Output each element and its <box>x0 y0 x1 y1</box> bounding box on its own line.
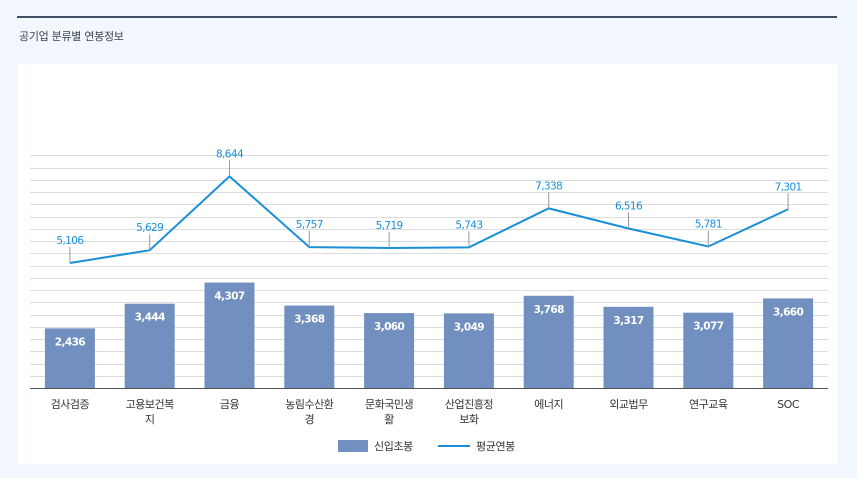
legend: 신입초봉 평균연봉 <box>338 440 516 453</box>
x-tick-label-line: SOC <box>777 398 800 411</box>
salary-chart: 2,436 3,444 4,307 3,368 3,060 3,049 3,768 3,317… <box>30 148 828 453</box>
section-title: 공기업 분류별 연봉정보 <box>19 30 124 43</box>
bar-value-label: 3,060 <box>374 321 405 333</box>
bar <box>523 295 574 388</box>
x-tick-label: 검사검증 <box>51 398 90 411</box>
x-tick-label-line: 에너지 <box>534 398 563 411</box>
bar <box>284 305 335 388</box>
x-tick-label-line: 보화 <box>459 413 479 426</box>
bar <box>44 328 95 388</box>
x-tick-label-line: 활 <box>384 412 394 426</box>
x-tick-label-line: 산업진흥정 <box>445 397 493 411</box>
line-value-label: 5,757 <box>296 219 323 231</box>
x-tick-label: 에너지 <box>534 398 563 411</box>
x-tick-label-line: 금융 <box>220 398 240 411</box>
line-value-label: 5,781 <box>695 218 722 230</box>
line-value-label: 5,106 <box>56 235 84 247</box>
x-tick-label-line: 고용보건복 <box>126 398 174 411</box>
bar-series: 2,436 3,444 4,307 3,368 3,060 3,049 3,768 3,317… <box>30 282 828 389</box>
bar <box>364 313 415 388</box>
bar-value-label: 3,444 <box>135 312 166 324</box>
line-value-label: 5,743 <box>455 219 482 231</box>
bar <box>603 306 654 388</box>
bar <box>443 313 494 388</box>
bar-value-label: 3,768 <box>534 304 565 316</box>
legend-label-line: 평균연봉 <box>476 440 515 453</box>
bar-value-label: 2,436 <box>55 336 86 348</box>
x-tick-label: SOC <box>777 398 800 411</box>
bar-value-label: 3,660 <box>773 306 804 318</box>
top-rule <box>17 16 837 18</box>
x-tick-label: 외교법무 <box>609 398 648 411</box>
line-value-label: 5,629 <box>136 222 163 234</box>
x-tick-label-line: 외교법무 <box>609 398 648 411</box>
bar <box>204 282 255 388</box>
x-tick-label-line: 연구교육 <box>689 398 728 411</box>
bar-value-label: 3,049 <box>454 321 485 333</box>
bar-value-label: 3,317 <box>613 315 644 327</box>
line-value-label: 7,301 <box>775 181 802 193</box>
x-tick-label-line: 농림수산환 <box>285 398 333 411</box>
legend-swatch-bar <box>338 440 368 452</box>
bar <box>124 303 175 388</box>
line-value-label: 5,719 <box>376 220 403 232</box>
x-tick-label-line: 문화국민생 <box>365 398 413 411</box>
x-tick-label-line: 지 <box>145 413 155 426</box>
x-tick-label-line: 경 <box>304 413 314 426</box>
line-series: 5,106 5,629 8,644 5,757 5,719 5,743 7,338 6,516… <box>56 148 802 264</box>
x-tick-label: 연구교육 <box>689 398 728 411</box>
bar-value-label: 3,077 <box>693 321 724 333</box>
x-tick-label-line: 검사검증 <box>51 398 90 411</box>
line-value-label: 7,338 <box>535 180 562 192</box>
x-tick-label: 문화국민생 활 <box>365 398 413 426</box>
line-value-label: 8,644 <box>216 148 244 160</box>
bar <box>683 312 734 388</box>
legend-label-bar: 신입초봉 <box>374 440 413 453</box>
line-value-label: 6,516 <box>615 200 643 212</box>
bar-value-label: 4,307 <box>214 291 245 303</box>
bar <box>763 298 814 388</box>
line-path <box>69 175 789 264</box>
x-tick-label: 금융 <box>220 398 240 411</box>
bar-value-label: 3,368 <box>294 314 325 326</box>
chart-panel: 2,436 3,444 4,307 3,368 3,060 3,049 3,768 3,317… <box>18 64 838 464</box>
